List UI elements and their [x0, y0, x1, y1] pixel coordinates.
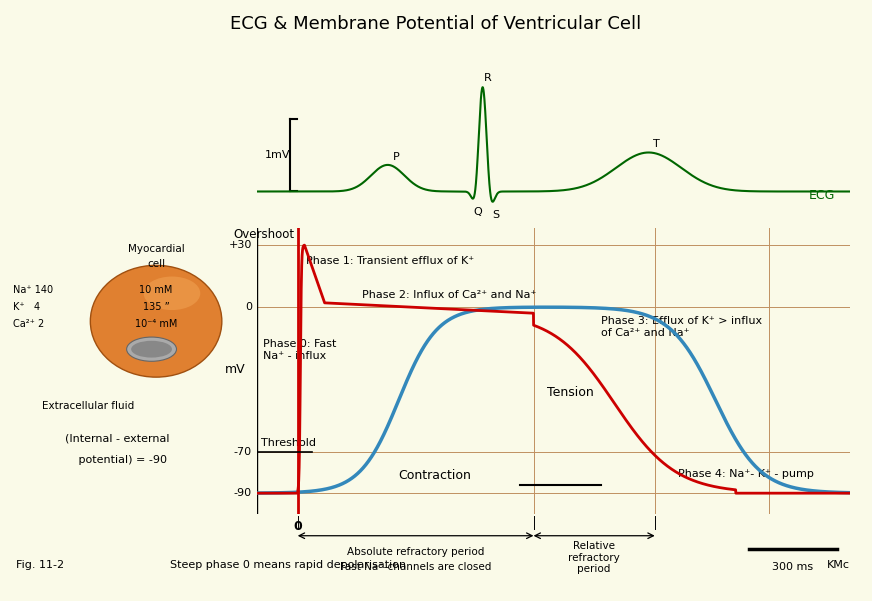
Text: -90: -90 — [234, 488, 252, 498]
Text: P: P — [392, 153, 399, 162]
Text: potential) = -90: potential) = -90 — [68, 455, 167, 465]
Text: 1mV: 1mV — [264, 150, 290, 160]
Text: Tension: Tension — [547, 386, 594, 399]
Text: T: T — [653, 139, 660, 149]
Ellipse shape — [131, 341, 172, 358]
Text: Phase 2: Influx of Ca²⁺ and Na⁺: Phase 2: Influx of Ca²⁺ and Na⁺ — [362, 290, 536, 300]
Ellipse shape — [144, 276, 201, 310]
Text: Fig. 11-2: Fig. 11-2 — [16, 560, 64, 570]
Text: (Internal - external: (Internal - external — [65, 434, 170, 444]
Text: Steep phase 0 means rapid depolarisation: Steep phase 0 means rapid depolarisation — [170, 560, 406, 570]
Text: 135 ”: 135 ” — [143, 302, 169, 312]
Text: +30: +30 — [228, 240, 252, 250]
Text: Q: Q — [473, 207, 482, 216]
Ellipse shape — [126, 337, 176, 361]
Text: ECG & Membrane Potential of Ventricular Cell: ECG & Membrane Potential of Ventricular … — [230, 15, 642, 33]
Text: 0: 0 — [245, 302, 252, 312]
Text: Ca²⁺ 2: Ca²⁺ 2 — [13, 319, 44, 329]
Text: Myocardial: Myocardial — [127, 244, 185, 254]
Text: cell: cell — [147, 259, 165, 269]
Text: 300 ms: 300 ms — [773, 563, 814, 572]
Text: Relative
refractory
period: Relative refractory period — [569, 541, 620, 575]
Text: S: S — [492, 210, 499, 220]
Ellipse shape — [91, 266, 221, 377]
Text: 0: 0 — [293, 520, 302, 533]
Text: Extracellular fluid: Extracellular fluid — [42, 401, 134, 411]
Text: K⁺   4: K⁺ 4 — [13, 302, 40, 312]
Text: Overshoot: Overshoot — [233, 228, 294, 240]
Text: ECG: ECG — [808, 189, 835, 201]
Text: Phase 3: Efflux of K⁺ > influx
of Ca²⁺ and Na⁺: Phase 3: Efflux of K⁺ > influx of Ca²⁺ a… — [601, 316, 762, 338]
Text: mV: mV — [225, 362, 246, 376]
Text: -70: -70 — [234, 447, 252, 457]
Text: 10 mM: 10 mM — [140, 285, 173, 295]
Text: Threshold: Threshold — [261, 438, 316, 448]
Text: KMc: KMc — [828, 560, 850, 570]
Text: Phase 1: Transient efflux of K⁺: Phase 1: Transient efflux of K⁺ — [306, 255, 473, 266]
Text: 10⁻⁴ mM: 10⁻⁴ mM — [135, 319, 177, 329]
Text: Fast Na⁺-channels are closed: Fast Na⁺-channels are closed — [340, 563, 491, 572]
Text: Phase 0: Fast
Na⁺ - influx: Phase 0: Fast Na⁺ - influx — [262, 339, 336, 361]
Text: R: R — [484, 73, 492, 83]
Text: Na⁺ 140: Na⁺ 140 — [13, 285, 53, 295]
Text: Contraction: Contraction — [399, 469, 472, 481]
Text: Absolute refractory period: Absolute refractory period — [347, 547, 484, 557]
Text: Phase 4: Na⁺- K⁺ - pump: Phase 4: Na⁺- K⁺ - pump — [678, 469, 814, 478]
